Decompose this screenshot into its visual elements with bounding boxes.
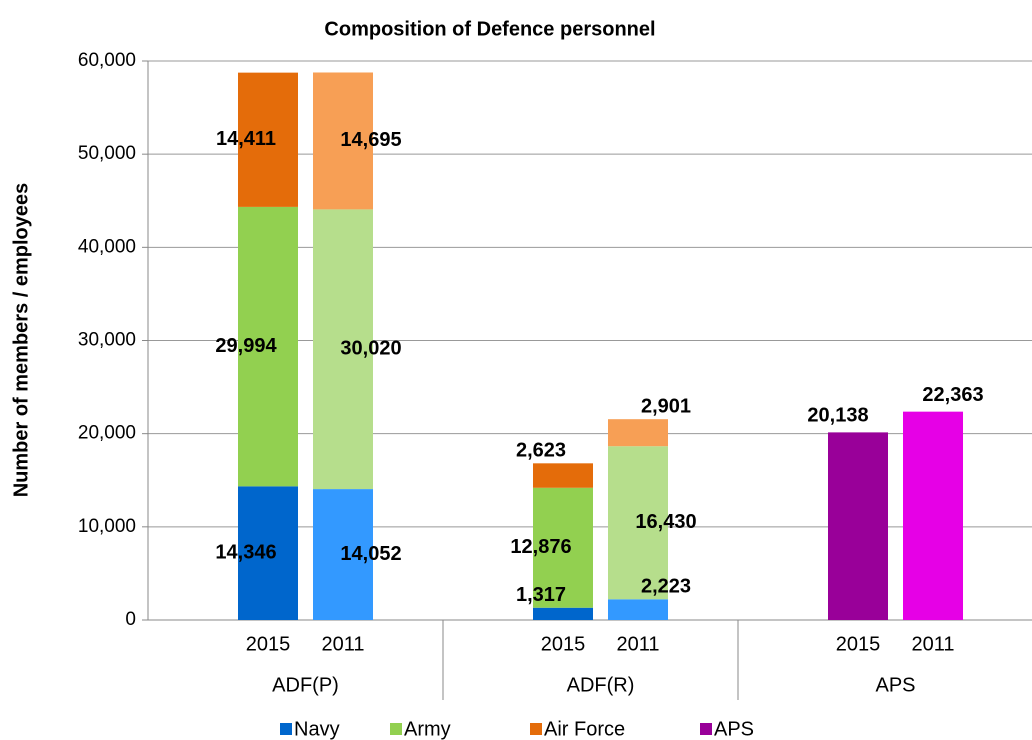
- legend-swatch: [390, 723, 402, 735]
- data-label: 30,020: [340, 338, 401, 360]
- bar-segment: [533, 463, 593, 488]
- data-label: 29,994: [215, 335, 277, 357]
- bar-segment: [313, 72, 373, 210]
- data-label: 14,695: [340, 129, 401, 151]
- data-label: 2,901: [641, 395, 691, 417]
- x-tick-label: 2015: [246, 633, 291, 655]
- data-label: 2,223: [641, 576, 691, 598]
- data-label: 2,623: [516, 440, 566, 462]
- group-label: ADF(R): [567, 674, 635, 696]
- y-tick-label: 20,000: [78, 423, 136, 444]
- group-label: ADF(P): [272, 674, 339, 696]
- x-tick-label: 2011: [616, 633, 659, 655]
- y-axis-label: Number of members / employees: [10, 183, 32, 498]
- bar-segment: [533, 487, 593, 608]
- data-label: 1,317: [516, 584, 566, 606]
- group-label: APS: [875, 674, 915, 696]
- x-tick-label: 2011: [321, 633, 364, 655]
- x-tick-label: 2015: [541, 633, 586, 655]
- y-tick-label: 30,000: [78, 330, 136, 351]
- chart-title: Composition of Defence personnel: [324, 18, 655, 40]
- x-tick-label: 2015: [836, 633, 881, 655]
- legend-swatch: [280, 723, 292, 735]
- data-label: 14,346: [215, 541, 276, 563]
- legend-swatch: [700, 723, 712, 735]
- data-label: 22,363: [922, 384, 983, 406]
- y-tick-label: 0: [125, 609, 136, 630]
- data-label: 14,411: [216, 128, 276, 150]
- bar-segment: [533, 607, 593, 620]
- data-label: 12,876: [510, 536, 571, 558]
- x-tick-label: 2011: [911, 633, 954, 655]
- legend-label: Navy: [294, 718, 340, 740]
- legend-label: Air Force: [544, 718, 625, 740]
- data-label: 14,052: [340, 543, 401, 565]
- legend-label: Army: [404, 718, 451, 740]
- y-tick-label: 40,000: [78, 236, 136, 257]
- data-label: 20,138: [807, 405, 868, 427]
- legend-label: APS: [714, 718, 754, 740]
- y-tick-label: 10,000: [78, 516, 136, 537]
- bar-segment: [238, 486, 298, 620]
- legend-swatch: [530, 723, 542, 735]
- bar-segment: [608, 599, 668, 620]
- data-label: 16,430: [635, 511, 696, 533]
- bar-segment: [238, 72, 298, 207]
- bar-segment: [238, 206, 298, 487]
- bar-segment: [608, 446, 668, 600]
- bar-segment: [313, 489, 373, 620]
- y-tick-label: 60,000: [78, 50, 136, 71]
- bar-segment: [313, 209, 373, 490]
- bar-segment: [903, 411, 963, 620]
- bar-segment: [828, 432, 888, 620]
- bar-segment: [608, 419, 668, 447]
- y-tick-label: 50,000: [78, 143, 136, 164]
